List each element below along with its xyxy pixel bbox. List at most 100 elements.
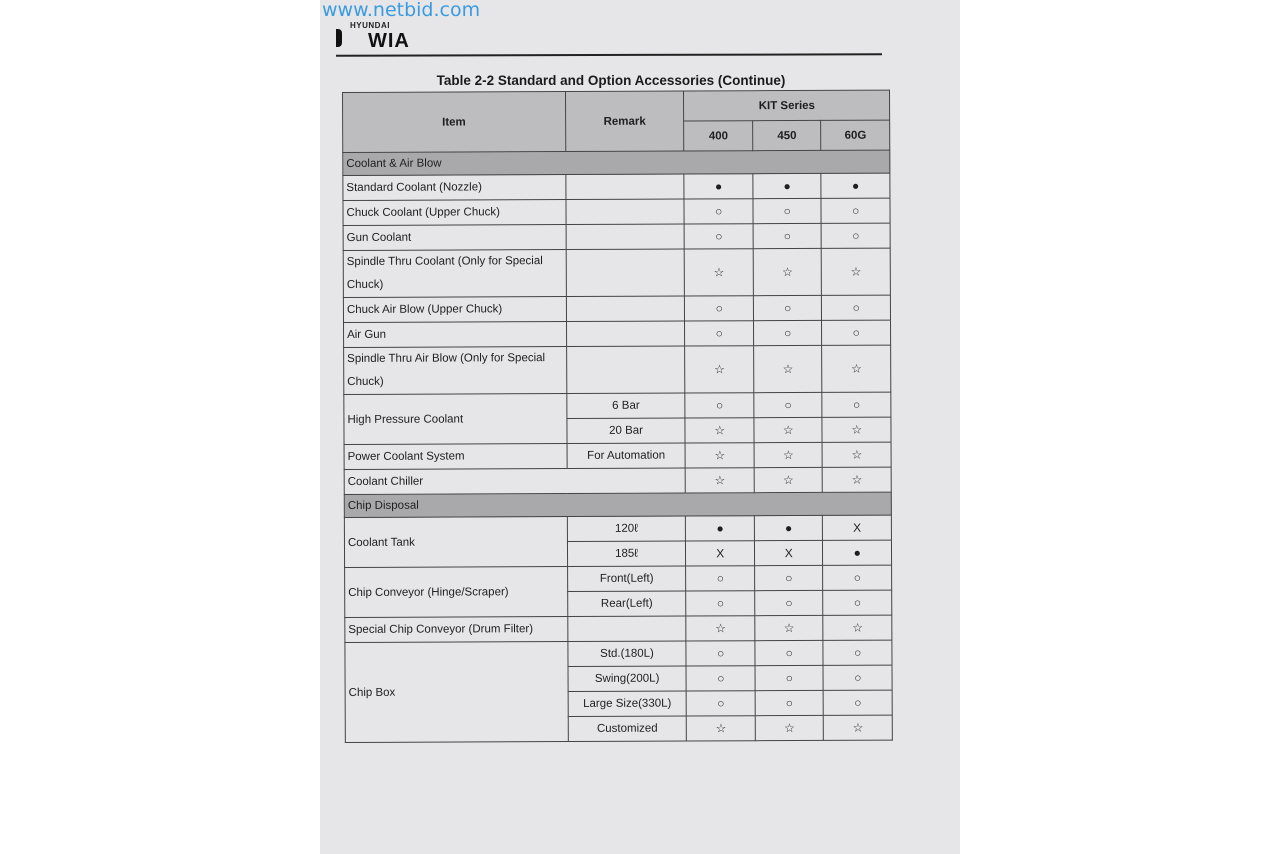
item-cell: Chuck Air Blow (Upper Chuck) — [343, 296, 567, 323]
remark-cell — [565, 174, 685, 200]
value-cell: ☆ — [686, 615, 755, 642]
item-cell: Air Gun — [343, 321, 567, 348]
value-cell: ● — [684, 173, 753, 200]
logo-big-text: WIA — [368, 30, 410, 52]
value-cell: ● — [685, 515, 755, 542]
value-cell: ☆ — [822, 467, 892, 493]
value-cell: ☆ — [755, 715, 824, 741]
value-cell: ○ — [684, 223, 754, 250]
item-cell: Special Chip Conveyor (Drum Filter) — [344, 616, 568, 643]
table-row: Coolant Tank 120ℓ ● ● X — [344, 515, 892, 568]
value-cell: ☆ — [753, 345, 823, 393]
item-cell: Chip Conveyor (Hinge/Scraper) — [344, 566, 568, 618]
logo-small-text: HYUNDAI — [350, 21, 390, 30]
item-cell: Chuck Coolant (Upper Chuck) — [342, 199, 566, 226]
table-row: Chuck Air Blow (Upper Chuck) ○ ○ ○ — [343, 295, 891, 323]
remark-cell: Front(Left) — [567, 566, 687, 592]
value-cell: ● — [821, 173, 890, 199]
item-cell: Spindle Thru Air Blow (Only for Special … — [343, 346, 567, 395]
table-row: Chuck Coolant (Upper Chuck) ○ ○ ○ — [342, 198, 891, 226]
logo-mark — [336, 29, 342, 47]
watermark: www.netbid.com — [322, 0, 481, 21]
item-cell: Gun Coolant — [343, 224, 566, 251]
value-cell: ○ — [684, 320, 754, 347]
item-cell: Chip Box — [344, 641, 568, 743]
table-row: Chip Conveyor (Hinge/Scraper) Front(Left)… — [344, 565, 892, 618]
header-item: Item — [342, 91, 566, 153]
value-cell: ☆ — [685, 442, 755, 469]
table-row: Standard Coolant (Nozzle) ● ● ● — [342, 173, 890, 201]
value-cell: ☆ — [823, 615, 892, 641]
remark-cell: Large Size(330L) — [567, 691, 687, 717]
value-cell: ☆ — [685, 467, 755, 494]
table-row: Gun Coolant ○ ○ ○ — [343, 223, 891, 251]
value-cell: ☆ — [822, 345, 891, 393]
value-cell: ☆ — [754, 442, 823, 468]
value-cell: ○ — [823, 690, 893, 716]
value-cell: ☆ — [753, 248, 822, 296]
table-row: High Pressure Coolant 6 Bar ○ ○ ○ — [343, 392, 891, 445]
header-model: 450 — [752, 120, 822, 151]
remark-cell — [566, 296, 685, 322]
value-cell: ☆ — [753, 417, 823, 443]
value-cell: X — [822, 515, 892, 541]
item-cell: High Pressure Coolant — [343, 393, 567, 445]
value-cell: ☆ — [822, 442, 892, 468]
item-cell: Spindle Thru Coolant (Only for Special C… — [343, 249, 567, 298]
remark-cell — [565, 224, 685, 250]
header-model: 400 — [684, 120, 753, 152]
value-cell: ☆ — [685, 345, 754, 394]
accessories-table: Item Remark KIT Series 400 450 60G Coola… — [342, 90, 893, 743]
section-row: Chip Disposal — [344, 492, 892, 518]
value-cell: ○ — [686, 690, 756, 717]
value-cell: ○ — [754, 640, 824, 666]
table-row: Coolant Chiller ☆ ☆ ☆ — [344, 467, 892, 495]
value-cell: ○ — [686, 665, 756, 692]
value-cell: ☆ — [686, 715, 756, 742]
remark-cell — [566, 346, 686, 394]
table-row: Chip Box Std.(180L) ○ ○ ○ — [344, 640, 893, 743]
remark-cell: For Automation — [566, 443, 686, 469]
value-cell: ☆ — [821, 248, 891, 296]
value-cell: ○ — [821, 295, 891, 321]
remark-cell — [566, 321, 686, 347]
value-cell: ○ — [821, 320, 891, 346]
remark-cell: 20 Bar — [566, 418, 686, 444]
header-model: 60G — [821, 120, 890, 151]
remark-cell: Swing(200L) — [567, 666, 687, 692]
value-cell: ○ — [823, 590, 892, 616]
value-cell: ☆ — [685, 417, 755, 444]
header-remark: Remark — [565, 91, 685, 152]
table-row: Spindle Thru Coolant (Only for Special C… — [343, 248, 891, 298]
value-cell: ○ — [821, 198, 891, 224]
item-cell: Power Coolant System — [344, 443, 567, 470]
table-row: Spindle Thru Air Blow (Only for Special … — [343, 345, 891, 395]
value-cell: ☆ — [822, 417, 892, 443]
value-cell: ● — [754, 515, 823, 541]
value-cell: ○ — [823, 665, 893, 691]
table-title: Table 2-2 Standard and Option Accessorie… — [436, 73, 786, 88]
remark-cell: 6 Bar — [566, 393, 686, 419]
value-cell: ○ — [754, 565, 824, 591]
item-cell: Coolant Tank — [344, 516, 568, 568]
value-cell: ○ — [821, 223, 891, 249]
table-row: Special Chip Conveyor (Drum Filter) ☆ ☆ ☆ — [344, 615, 892, 643]
remark-cell — [565, 199, 685, 225]
remark-cell: Std.(180L) — [567, 641, 687, 667]
value-cell: ○ — [754, 665, 824, 691]
value-cell: ○ — [686, 565, 755, 592]
value-cell: ☆ — [823, 715, 893, 741]
value-cell: ○ — [823, 640, 893, 666]
value-cell: ☆ — [754, 615, 824, 641]
remark-cell: 185ℓ — [567, 541, 687, 567]
table-row: Power Coolant System For Automation ☆ ☆ ☆ — [344, 442, 892, 470]
value-cell: ○ — [754, 590, 824, 616]
table-row: Air Gun ○ ○ ○ — [343, 320, 891, 348]
value-cell: ○ — [752, 198, 822, 224]
header-series: KIT Series — [683, 90, 890, 122]
section-row: Coolant & Air Blow — [342, 150, 890, 176]
hyundai-wia-logo: HYUNDAI WIA — [336, 21, 426, 52]
value-cell: ○ — [753, 392, 823, 418]
value-cell: ○ — [684, 198, 754, 225]
remark-cell — [567, 616, 687, 642]
